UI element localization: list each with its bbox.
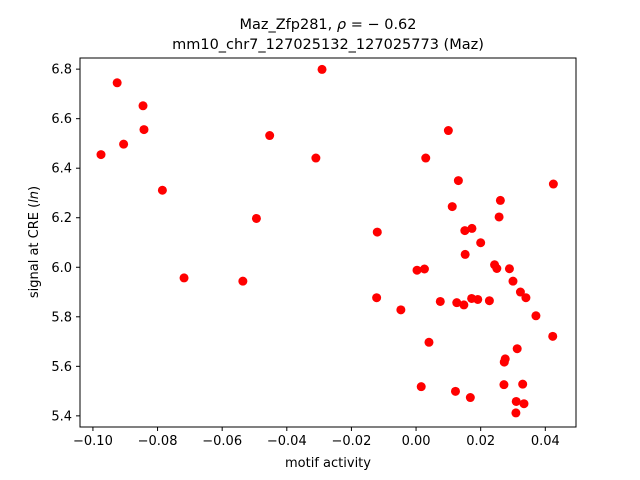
data-point (548, 331, 558, 341)
data-point (484, 296, 494, 306)
data-point (435, 296, 445, 306)
x-tick-label: −0.02 (332, 434, 372, 449)
data-point (515, 287, 525, 297)
x-axis-label: motif activity (285, 456, 371, 471)
data-point (450, 386, 460, 396)
data-point (238, 276, 248, 286)
data-point (157, 185, 167, 195)
data-point (424, 337, 434, 347)
data-point (453, 176, 463, 186)
chart-title-line-1: Maz_Zfp281, ρ = − 0.62 (239, 17, 416, 33)
data-point (467, 223, 477, 233)
y-tick-label: 5.6 (51, 360, 72, 375)
x-tick-label: −0.10 (73, 434, 113, 449)
y-tick-label: 6.4 (51, 162, 72, 177)
x-tick-label: −0.04 (267, 434, 307, 449)
data-point (495, 195, 505, 205)
data-point (139, 125, 149, 135)
data-point (508, 276, 518, 286)
data-point (372, 293, 382, 303)
y-tick-label: 5.8 (51, 310, 72, 325)
data-point (443, 126, 453, 136)
data-point (548, 179, 558, 189)
y-tick-label: 6.0 (51, 261, 72, 276)
data-point (500, 354, 510, 364)
data-point (519, 399, 529, 409)
x-tick-label: −0.08 (138, 434, 178, 449)
data-point (511, 408, 521, 418)
data-point (317, 64, 327, 74)
data-points (96, 64, 558, 418)
data-point (447, 202, 457, 212)
data-point (518, 379, 528, 389)
data-point (265, 131, 275, 141)
chart-title-line-2: mm10_chr7_127025132_127025773 (Maz) (172, 37, 484, 53)
data-point (473, 294, 483, 304)
data-point (465, 393, 475, 403)
data-point (119, 139, 129, 149)
y-tick-label: 5.4 (51, 409, 72, 424)
plot-frame (79, 57, 577, 428)
data-point (138, 101, 148, 111)
y-axis-label: signal at CRE (ln) (27, 186, 42, 298)
axis-ticks: −0.10 −0.08 −0.06 −0.04 −0.02 0.00 0.02 0.04 5.4… (51, 63, 559, 449)
data-point (512, 344, 522, 354)
data-point (416, 382, 426, 392)
data-point (251, 213, 261, 223)
data-point (511, 396, 521, 406)
data-point (421, 153, 431, 163)
data-point (460, 249, 470, 259)
data-point (372, 227, 382, 237)
data-point (311, 153, 321, 163)
x-tick-label: 0.04 (531, 434, 560, 449)
data-point (492, 264, 502, 274)
data-point (494, 212, 504, 222)
data-point (396, 305, 406, 315)
data-point (531, 311, 541, 321)
data-point (412, 265, 422, 275)
data-point (460, 226, 470, 236)
data-point (504, 264, 514, 274)
data-point (459, 300, 469, 310)
data-point (499, 380, 509, 390)
data-point (476, 238, 486, 248)
y-tick-label: 6.8 (51, 63, 72, 78)
data-point (521, 293, 531, 303)
data-point (419, 264, 429, 274)
data-point (452, 298, 462, 308)
data-point (96, 150, 106, 160)
x-tick-label: 0.02 (466, 434, 495, 449)
data-point (112, 78, 122, 88)
x-tick-label: −0.06 (202, 434, 242, 449)
x-tick-label: 0.00 (402, 434, 431, 449)
data-point (179, 273, 189, 283)
y-tick-label: 6.2 (51, 211, 72, 226)
y-tick-label: 6.6 (51, 112, 72, 127)
